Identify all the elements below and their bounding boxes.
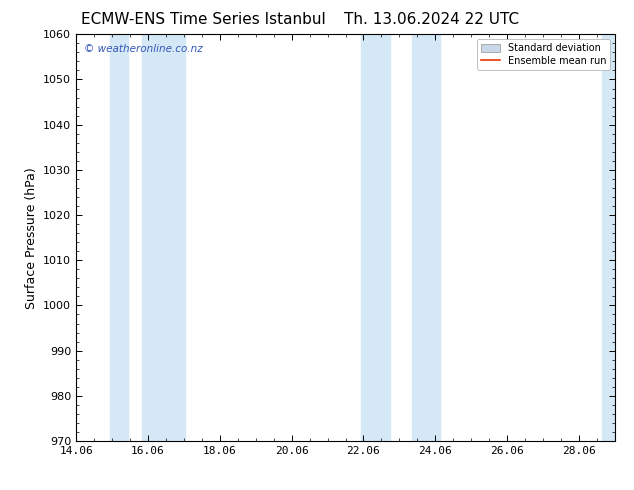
Bar [110,34,128,441]
Bar [602,34,616,441]
Bar [361,34,390,441]
Bar [411,34,441,441]
Y-axis label: Surface Pressure (hPa): Surface Pressure (hPa) [25,167,37,309]
Text: Th. 13.06.2024 22 UTC: Th. 13.06.2024 22 UTC [344,12,519,27]
Legend: Standard deviation, Ensemble mean run: Standard deviation, Ensemble mean run [477,39,610,70]
Text: ECMW-ENS Time Series Istanbul: ECMW-ENS Time Series Istanbul [81,12,325,27]
Bar [142,34,185,441]
Text: © weatheronline.co.nz: © weatheronline.co.nz [84,45,203,54]
